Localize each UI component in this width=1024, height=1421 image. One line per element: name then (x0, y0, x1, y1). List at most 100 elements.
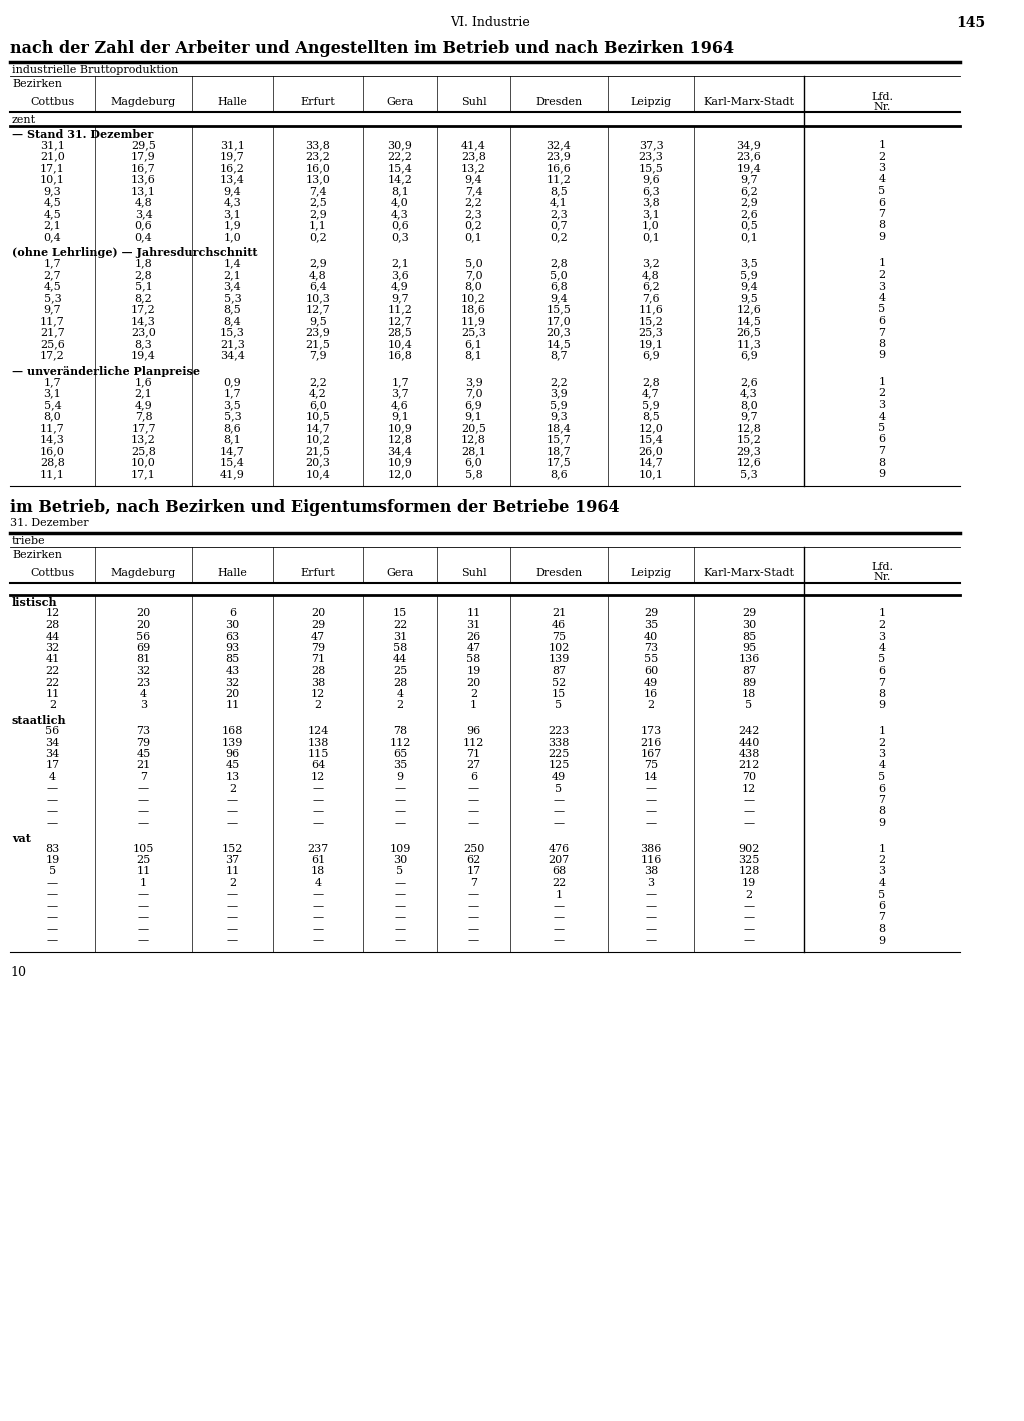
Text: 26: 26 (466, 631, 480, 641)
Text: 2,8: 2,8 (642, 377, 659, 387)
Text: 9,7: 9,7 (391, 293, 409, 303)
Text: 32: 32 (45, 642, 59, 654)
Text: —: — (312, 818, 324, 828)
Text: 17,2: 17,2 (40, 351, 65, 361)
Text: 167: 167 (640, 749, 662, 759)
Text: 40: 40 (644, 631, 658, 641)
Text: 0,1: 0,1 (642, 232, 659, 242)
Text: 0,3: 0,3 (391, 232, 409, 242)
Text: —: — (138, 794, 150, 806)
Text: 14,5: 14,5 (547, 340, 571, 350)
Text: 22: 22 (45, 678, 59, 688)
Text: 12,8: 12,8 (736, 423, 762, 433)
Text: 7: 7 (879, 912, 886, 922)
Text: vat: vat (12, 833, 31, 844)
Text: 7,4: 7,4 (465, 186, 482, 196)
Text: 31,1: 31,1 (220, 141, 245, 151)
Text: 1,0: 1,0 (223, 232, 242, 242)
Text: 58: 58 (466, 655, 480, 665)
Text: 2,2: 2,2 (465, 198, 482, 207)
Text: 3: 3 (879, 399, 886, 411)
Text: 139: 139 (222, 737, 243, 747)
Text: 1: 1 (879, 259, 886, 269)
Text: 12,6: 12,6 (736, 304, 762, 314)
Text: 49: 49 (644, 678, 658, 688)
Text: 12,7: 12,7 (388, 315, 413, 325)
Text: 6,9: 6,9 (740, 351, 758, 361)
Text: —: — (743, 818, 755, 828)
Text: —: — (468, 818, 479, 828)
Text: 32: 32 (225, 678, 240, 688)
Text: 21: 21 (552, 608, 566, 618)
Text: (ohne Lehrlinge) — Jahresdurchschnitt: (ohne Lehrlinge) — Jahresdurchschnitt (12, 247, 257, 259)
Text: 242: 242 (738, 726, 760, 736)
Text: 15,4: 15,4 (220, 458, 245, 468)
Text: 11,7: 11,7 (40, 423, 65, 433)
Text: 5,3: 5,3 (223, 412, 242, 422)
Text: Cottbus: Cottbus (31, 567, 75, 577)
Text: 15: 15 (393, 608, 408, 618)
Text: 3: 3 (879, 631, 886, 641)
Text: 17,5: 17,5 (547, 458, 571, 468)
Text: 8,3: 8,3 (134, 340, 153, 350)
Text: 21,5: 21,5 (305, 446, 331, 456)
Text: —: — (138, 818, 150, 828)
Text: nach der Zahl der Arbeiter und Angestellten im Betrieb und nach Bezirken 1964: nach der Zahl der Arbeiter und Angestell… (10, 40, 734, 57)
Text: 237: 237 (307, 844, 329, 854)
Text: 96: 96 (466, 726, 480, 736)
Text: 3,6: 3,6 (391, 270, 409, 280)
Text: —: — (227, 924, 238, 934)
Text: 3: 3 (879, 749, 886, 759)
Text: 11,3: 11,3 (736, 340, 762, 350)
Text: 30,9: 30,9 (387, 141, 413, 151)
Text: 12,8: 12,8 (461, 435, 486, 445)
Text: 3,7: 3,7 (391, 388, 409, 398)
Text: 5: 5 (555, 783, 562, 793)
Text: 5: 5 (49, 867, 56, 877)
Text: 0,2: 0,2 (550, 232, 568, 242)
Text: 8,1: 8,1 (465, 351, 482, 361)
Text: —: — (468, 783, 479, 793)
Text: 4,5: 4,5 (44, 209, 61, 219)
Text: 13,2: 13,2 (131, 435, 156, 445)
Text: 68: 68 (552, 867, 566, 877)
Text: 31: 31 (466, 620, 480, 630)
Text: 17: 17 (45, 760, 59, 770)
Text: 4,2: 4,2 (309, 388, 327, 398)
Text: 22: 22 (552, 878, 566, 888)
Text: 25: 25 (136, 855, 151, 865)
Text: 11: 11 (225, 867, 240, 877)
Text: 6,3: 6,3 (642, 186, 659, 196)
Text: 5: 5 (879, 655, 886, 665)
Text: 45: 45 (136, 749, 151, 759)
Text: 6,8: 6,8 (550, 281, 568, 291)
Text: —: — (743, 924, 755, 934)
Text: 124: 124 (307, 726, 329, 736)
Text: 4,7: 4,7 (642, 388, 659, 398)
Text: 26,0: 26,0 (639, 446, 664, 456)
Text: 1: 1 (879, 726, 886, 736)
Text: 73: 73 (136, 726, 151, 736)
Text: 1,0: 1,0 (642, 220, 659, 230)
Text: 4: 4 (879, 175, 886, 185)
Text: —: — (394, 807, 406, 817)
Text: 25: 25 (393, 666, 408, 676)
Text: 23,6: 23,6 (736, 152, 762, 162)
Text: —: — (743, 901, 755, 911)
Text: 6,0: 6,0 (309, 399, 327, 411)
Text: —: — (394, 901, 406, 911)
Text: 0,6: 0,6 (134, 220, 153, 230)
Text: 96: 96 (225, 749, 240, 759)
Text: 25,6: 25,6 (40, 340, 65, 350)
Text: Leipzig: Leipzig (631, 567, 672, 577)
Text: 0,1: 0,1 (740, 232, 758, 242)
Text: 23,3: 23,3 (639, 152, 664, 162)
Text: 13,6: 13,6 (131, 175, 156, 185)
Text: 52: 52 (552, 678, 566, 688)
Text: 207: 207 (549, 855, 569, 865)
Text: Magdeburg: Magdeburg (111, 567, 176, 577)
Text: Gera: Gera (386, 567, 414, 577)
Text: 5,3: 5,3 (740, 469, 758, 479)
Text: 7: 7 (879, 446, 886, 456)
Text: —: — (553, 818, 564, 828)
